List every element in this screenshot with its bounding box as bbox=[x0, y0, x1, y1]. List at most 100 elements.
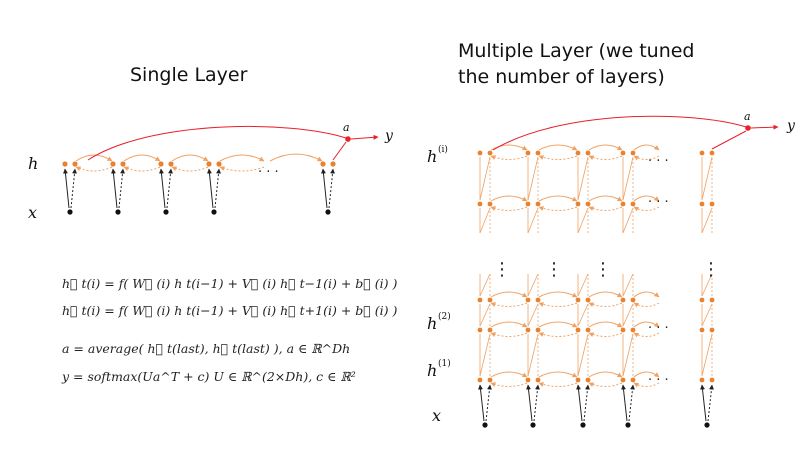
backward-recurrence-arrow bbox=[490, 302, 528, 307]
input-to-forward-arrow bbox=[62, 168, 70, 209]
backward-hidden-node bbox=[168, 161, 174, 167]
backward-recurrence-arrow bbox=[588, 332, 623, 338]
equation-backward-hidden: h⃖ t(i) = f( W⃖ (i) h t(i−1) + V⃖ (i) h⃖… bbox=[62, 303, 398, 318]
right-ellipsis-h2: · · · bbox=[648, 321, 669, 336]
left-ellipsis: · · · bbox=[258, 165, 279, 180]
forward-hidden-node bbox=[525, 377, 531, 383]
layer-cross-connection bbox=[622, 207, 634, 234]
multi-layer-diagram bbox=[477, 115, 779, 428]
right-a-label: a bbox=[744, 110, 751, 123]
input-to-backward-arrow bbox=[583, 384, 590, 422]
multi-layer-title-line1: Multiple Layer (we tuned bbox=[458, 40, 695, 62]
average-node bbox=[345, 136, 351, 142]
backward-to-average-line bbox=[332, 141, 347, 161]
input-to-forward-arrow bbox=[576, 384, 583, 422]
right-hi-sup: (i) bbox=[438, 144, 448, 155]
backward-hidden-node bbox=[585, 150, 591, 156]
forward-to-average-curve bbox=[87, 125, 347, 161]
forward-recurrence-arrow bbox=[538, 371, 578, 378]
forward-recurrence-arrow bbox=[633, 195, 660, 202]
backward-to-average-line bbox=[711, 130, 747, 150]
right-h1-label: h bbox=[427, 361, 437, 380]
input-to-backward-arrow bbox=[328, 168, 336, 209]
forward-recurrence-arrow bbox=[171, 154, 209, 162]
backward-hidden-node bbox=[535, 327, 541, 333]
forward-recurrence-arrow bbox=[219, 154, 265, 162]
backward-hidden-node bbox=[630, 377, 636, 383]
backward-recurrence-arrow bbox=[490, 332, 528, 337]
backward-recurrence-arrow bbox=[633, 382, 660, 388]
layer-cross-connection bbox=[527, 303, 539, 327]
forward-hidden-node bbox=[477, 327, 483, 333]
forward-hidden-node bbox=[575, 297, 581, 303]
vertical-ellipsis-3: ⋮ bbox=[594, 259, 612, 280]
backward-recurrence-arrow bbox=[490, 382, 528, 387]
layer-cross-connection bbox=[577, 156, 589, 201]
backward-recurrence-arrow bbox=[490, 155, 528, 160]
forward-hidden-node bbox=[699, 150, 705, 156]
layer-cross-connection bbox=[479, 156, 491, 201]
forward-recurrence-arrow bbox=[75, 154, 113, 162]
forward-hidden-node bbox=[620, 377, 626, 383]
backward-recurrence-arrow bbox=[75, 166, 113, 172]
backward-recurrence-arrow bbox=[588, 302, 623, 308]
right-y-label: y bbox=[786, 118, 796, 134]
input-node bbox=[704, 422, 710, 428]
backward-hidden-node bbox=[535, 377, 541, 383]
right-ellipsis-second: · · · bbox=[648, 195, 669, 210]
forward-hidden-node bbox=[575, 201, 581, 207]
layer-cross-connection bbox=[701, 273, 713, 297]
forward-hidden-node bbox=[477, 201, 483, 207]
diagram-labels: h x a y · · · h (i) h (2) h (1) x a y · … bbox=[28, 110, 796, 425]
forward-recurrence-arrow bbox=[269, 153, 323, 162]
layer-cross-connection bbox=[479, 273, 491, 297]
backward-recurrence-arrow bbox=[538, 155, 578, 160]
input-to-backward-arrow bbox=[118, 168, 126, 209]
forward-hidden-node bbox=[158, 161, 164, 167]
backward-hidden-node bbox=[535, 297, 541, 303]
backward-recurrence-arrow bbox=[588, 155, 623, 161]
left-x-label: x bbox=[28, 203, 37, 222]
forward-hidden-node bbox=[206, 161, 212, 167]
backward-hidden-node bbox=[535, 201, 541, 207]
right-ellipsis-top: · · · bbox=[648, 154, 669, 169]
backward-recurrence-arrow bbox=[633, 155, 660, 161]
layer-cross-connection bbox=[479, 303, 491, 327]
layer-cross-connection bbox=[701, 333, 713, 377]
backward-recurrence-arrow bbox=[633, 206, 660, 212]
vertical-ellipsis-2: ⋮ bbox=[545, 259, 563, 280]
forward-hidden-node bbox=[620, 150, 626, 156]
input-to-forward-arrow bbox=[526, 384, 533, 422]
layer-cross-connection bbox=[622, 156, 634, 201]
backward-recurrence-arrow bbox=[219, 166, 265, 172]
left-a-label: a bbox=[343, 121, 350, 134]
layer-cross-connection bbox=[527, 273, 539, 297]
forward-recurrence-arrow bbox=[538, 195, 578, 202]
single-layer-diagram bbox=[62, 125, 379, 215]
vertical-ellipsis-1: ⋮ bbox=[493, 259, 511, 280]
input-to-backward-arrow bbox=[485, 384, 492, 422]
backward-recurrence-arrow bbox=[588, 206, 623, 212]
layer-cross-connection bbox=[479, 333, 491, 377]
input-to-backward-arrow bbox=[166, 168, 174, 209]
input-to-backward-arrow bbox=[707, 384, 714, 422]
backward-hidden-node bbox=[487, 297, 493, 303]
layer-cross-connection bbox=[577, 207, 589, 234]
right-h1-sup: (1) bbox=[438, 358, 451, 369]
backward-hidden-node bbox=[487, 377, 493, 383]
vertical-ellipsis-4: ⋮ bbox=[702, 259, 720, 280]
layer-cross-connection bbox=[622, 273, 634, 297]
equation-average: a = average( h⃗ t(last), h⃖ t(last) ), a… bbox=[62, 341, 351, 356]
backward-hidden-node bbox=[630, 297, 636, 303]
average-to-output-arrow bbox=[750, 124, 779, 130]
forward-hidden-node bbox=[699, 297, 705, 303]
forward-recurrence-arrow bbox=[633, 321, 660, 328]
forward-recurrence-arrow bbox=[633, 144, 660, 151]
forward-recurrence-arrow bbox=[538, 321, 578, 328]
forward-hidden-node bbox=[575, 150, 581, 156]
single-layer-title: Single Layer bbox=[130, 64, 248, 86]
forward-hidden-node bbox=[575, 327, 581, 333]
backward-hidden-node bbox=[630, 327, 636, 333]
forward-hidden-node bbox=[620, 297, 626, 303]
